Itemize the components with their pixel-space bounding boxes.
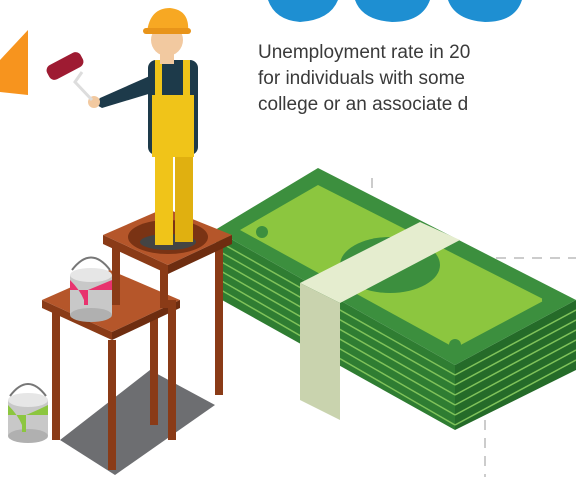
caption-line: college or an associate d [258, 94, 468, 115]
orange-shape [0, 30, 28, 95]
headline-number-fragment [268, 0, 522, 22]
green-paint-can [8, 383, 48, 443]
money-stack [215, 168, 576, 430]
caption-line: Unemployment rate in 20 [258, 42, 470, 63]
pink-paint-can [70, 256, 112, 322]
worker [46, 8, 198, 250]
shadow [60, 370, 215, 475]
caption-line: for individuals with some [258, 68, 465, 89]
